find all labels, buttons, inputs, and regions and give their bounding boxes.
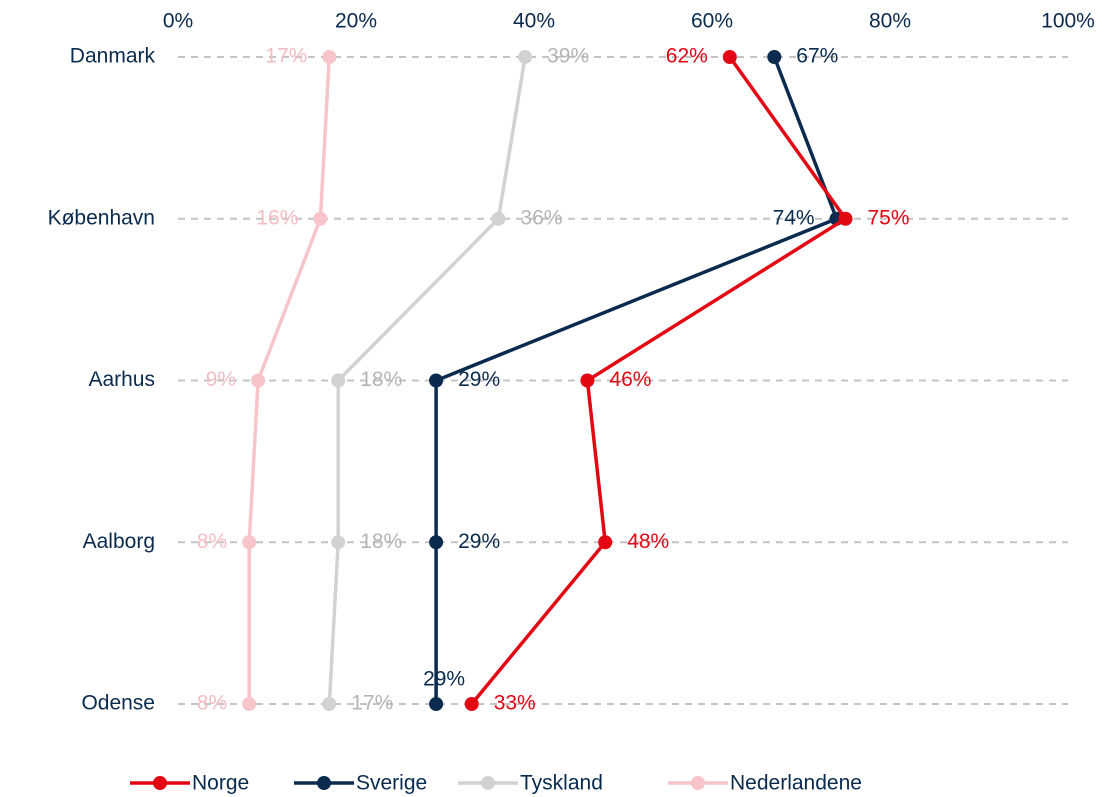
- point: [331, 373, 346, 388]
- data-label: 74%: [773, 206, 815, 229]
- point: [322, 50, 337, 64]
- legend-marker: [317, 776, 331, 790]
- y-tick-label: Odense: [81, 692, 155, 715]
- point: [464, 697, 479, 711]
- data-label: 8%: [197, 692, 227, 715]
- y-tick-label: Aarhus: [88, 368, 155, 391]
- point: [251, 373, 266, 388]
- data-label: 36%: [520, 206, 562, 229]
- point: [491, 211, 506, 226]
- data-label: 48%: [627, 530, 669, 553]
- point: [598, 535, 613, 550]
- legend-label: Tyskland: [520, 772, 603, 795]
- x-tick-label: 40%: [513, 10, 555, 33]
- point: [322, 697, 337, 711]
- data-label: 17%: [351, 692, 393, 715]
- legend-marker: [481, 776, 495, 790]
- point: [313, 211, 328, 226]
- data-label: 18%: [360, 530, 402, 553]
- point: [767, 50, 782, 64]
- data-label: 8%: [197, 530, 227, 553]
- legend-marker: [153, 776, 167, 790]
- data-label: 16%: [256, 206, 298, 229]
- point: [242, 535, 257, 550]
- data-label: 33%: [494, 692, 536, 715]
- point: [580, 373, 595, 388]
- point: [242, 697, 257, 711]
- x-tick-label: 60%: [691, 10, 733, 33]
- data-label: 29%: [423, 668, 465, 691]
- point: [518, 50, 533, 64]
- legend-marker: [691, 776, 705, 790]
- point: [429, 535, 444, 550]
- x-tick-label: 100%: [1041, 10, 1095, 33]
- legend-label: Norge: [192, 772, 249, 795]
- data-label: 67%: [796, 45, 838, 68]
- x-tick-label: 0%: [163, 10, 193, 33]
- point: [838, 211, 853, 226]
- data-label: 9%: [206, 368, 236, 391]
- data-label: 18%: [360, 368, 402, 391]
- legend-label: Nederlandene: [730, 772, 862, 795]
- x-tick-label: 80%: [869, 10, 911, 33]
- data-label: 29%: [458, 368, 500, 391]
- point: [722, 50, 737, 64]
- x-tick-label: 20%: [335, 10, 377, 33]
- point: [429, 373, 444, 388]
- y-tick-label: København: [48, 206, 155, 229]
- data-label: 17%: [265, 45, 307, 68]
- legend-label: Sverige: [356, 772, 427, 795]
- y-tick-label: Danmark: [70, 45, 156, 68]
- data-label: 75%: [868, 206, 910, 229]
- data-label: 46%: [609, 368, 651, 391]
- data-label: 39%: [547, 45, 589, 68]
- data-label: 29%: [458, 530, 500, 553]
- y-tick-label: Aalborg: [83, 530, 155, 553]
- point: [331, 535, 346, 550]
- data-label: 62%: [666, 45, 708, 68]
- point: [429, 697, 444, 711]
